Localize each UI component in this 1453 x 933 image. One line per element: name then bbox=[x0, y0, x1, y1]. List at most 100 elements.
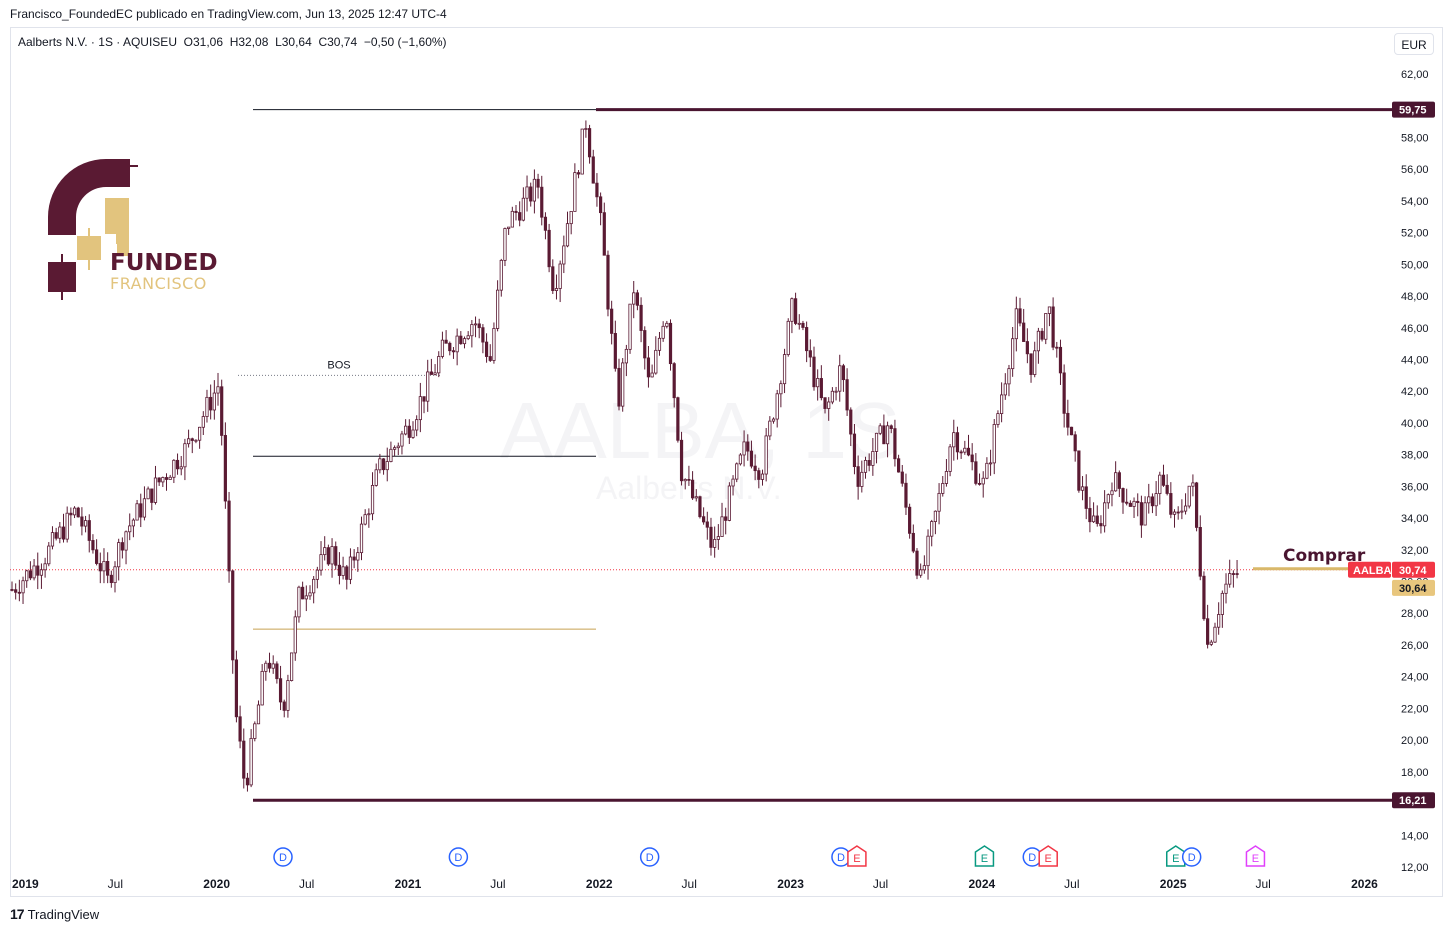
candle-body bbox=[245, 777, 250, 786]
tradingview-footer[interactable]: 17 TradingView bbox=[10, 906, 99, 922]
candle-body bbox=[337, 564, 342, 576]
candle-body bbox=[484, 341, 489, 357]
candle-body bbox=[856, 466, 860, 487]
candle-body bbox=[694, 496, 698, 499]
candle-body bbox=[624, 348, 628, 364]
candle-body bbox=[966, 447, 971, 456]
candle-body bbox=[746, 441, 750, 452]
candle-body bbox=[1136, 500, 1140, 503]
legend-open: O31,06 bbox=[183, 35, 224, 49]
candle-body bbox=[440, 339, 445, 357]
candle-body bbox=[304, 595, 308, 600]
candle-body bbox=[1106, 494, 1110, 504]
tradingview-logo-icon: 17 bbox=[10, 906, 25, 922]
candle-body bbox=[150, 488, 154, 503]
candle-body bbox=[345, 566, 349, 580]
candle-body bbox=[297, 586, 301, 618]
candle-body bbox=[698, 496, 702, 518]
candle-body bbox=[14, 589, 18, 593]
candle-body bbox=[418, 396, 422, 421]
candle-body bbox=[301, 586, 305, 600]
earnings-marker bbox=[1245, 845, 1266, 867]
candle-body bbox=[1007, 368, 1011, 385]
dividend-marker bbox=[273, 847, 293, 867]
candle-body bbox=[849, 409, 853, 435]
candle-body bbox=[632, 292, 636, 305]
candle-body bbox=[621, 362, 625, 407]
candle-body bbox=[190, 438, 194, 441]
candle-body bbox=[580, 128, 584, 175]
candle-body bbox=[32, 565, 36, 579]
candle-body bbox=[775, 393, 779, 420]
candle-body bbox=[985, 462, 989, 479]
currency-button[interactable]: EUR bbox=[1394, 33, 1434, 55]
candle-body bbox=[21, 580, 25, 594]
y-axis-tick: 44,00 bbox=[1401, 354, 1429, 366]
legend-exchange: AQUISEU bbox=[122, 35, 177, 49]
candle-body bbox=[885, 425, 890, 445]
candle-body bbox=[168, 476, 172, 480]
y-axis-tick: 28,00 bbox=[1401, 608, 1429, 620]
candle-body bbox=[709, 526, 713, 548]
candle-body bbox=[146, 488, 150, 500]
candle-body bbox=[716, 536, 720, 540]
candle-body bbox=[830, 390, 834, 403]
candle-body bbox=[1033, 350, 1037, 375]
candle-body bbox=[1125, 501, 1129, 504]
candle-body bbox=[1187, 485, 1191, 507]
candle-body bbox=[1088, 508, 1092, 523]
y-axis-tick: 56,00 bbox=[1401, 164, 1429, 176]
candle-body bbox=[521, 197, 525, 221]
candle-body bbox=[466, 335, 470, 340]
candle-body bbox=[1183, 505, 1188, 512]
candle-body bbox=[433, 372, 437, 375]
candle-body bbox=[172, 459, 176, 478]
candle-body bbox=[142, 498, 147, 518]
candle-body bbox=[1069, 426, 1074, 436]
candle-body bbox=[1011, 338, 1015, 370]
candle-body bbox=[10, 589, 14, 591]
candle-body bbox=[908, 506, 912, 534]
candle-body bbox=[889, 425, 893, 430]
candle-body bbox=[50, 532, 55, 547]
candle-body bbox=[186, 438, 191, 445]
dividend-marker-label: D bbox=[1188, 852, 1196, 864]
candle-body bbox=[915, 550, 919, 576]
symbol-legend[interactable]: Aalberts N.V. · 1S · AQUISEU O31,06 H32,… bbox=[18, 35, 447, 49]
candle-body bbox=[1062, 372, 1066, 414]
candle-body bbox=[400, 433, 404, 447]
dividend-marker bbox=[1181, 847, 1202, 867]
candle-body bbox=[525, 186, 529, 199]
candle-body bbox=[587, 128, 592, 158]
candle-body bbox=[749, 450, 754, 467]
candle-body bbox=[275, 663, 279, 680]
candle-body bbox=[540, 186, 544, 218]
candle-body bbox=[367, 513, 371, 516]
candle-body bbox=[1228, 573, 1232, 585]
candle-body bbox=[1073, 434, 1077, 452]
earnings-marker-label: E bbox=[1172, 853, 1179, 865]
candle-body bbox=[363, 514, 367, 525]
candle-body bbox=[742, 441, 746, 456]
candle-body bbox=[919, 569, 923, 576]
candle-body bbox=[98, 563, 102, 572]
candle-body bbox=[429, 371, 433, 375]
candle-body bbox=[617, 367, 621, 407]
candle-body bbox=[878, 425, 882, 434]
candle-body bbox=[672, 363, 676, 399]
candle-body bbox=[1058, 346, 1063, 374]
candle-body bbox=[1022, 322, 1026, 342]
candle-body bbox=[267, 662, 272, 669]
legend-close: C30,74 bbox=[318, 35, 358, 49]
y-axis-tick: 18,00 bbox=[1401, 767, 1429, 779]
candle-body bbox=[1220, 592, 1224, 615]
candle-body bbox=[25, 570, 29, 582]
candle-body bbox=[348, 556, 353, 580]
candle-body bbox=[679, 439, 684, 482]
candle-body bbox=[782, 354, 787, 385]
y-axis-tick: 32,00 bbox=[1401, 545, 1429, 557]
dividend-marker-label: D bbox=[837, 852, 845, 864]
candle-body bbox=[326, 547, 330, 565]
candle-body bbox=[871, 451, 875, 466]
